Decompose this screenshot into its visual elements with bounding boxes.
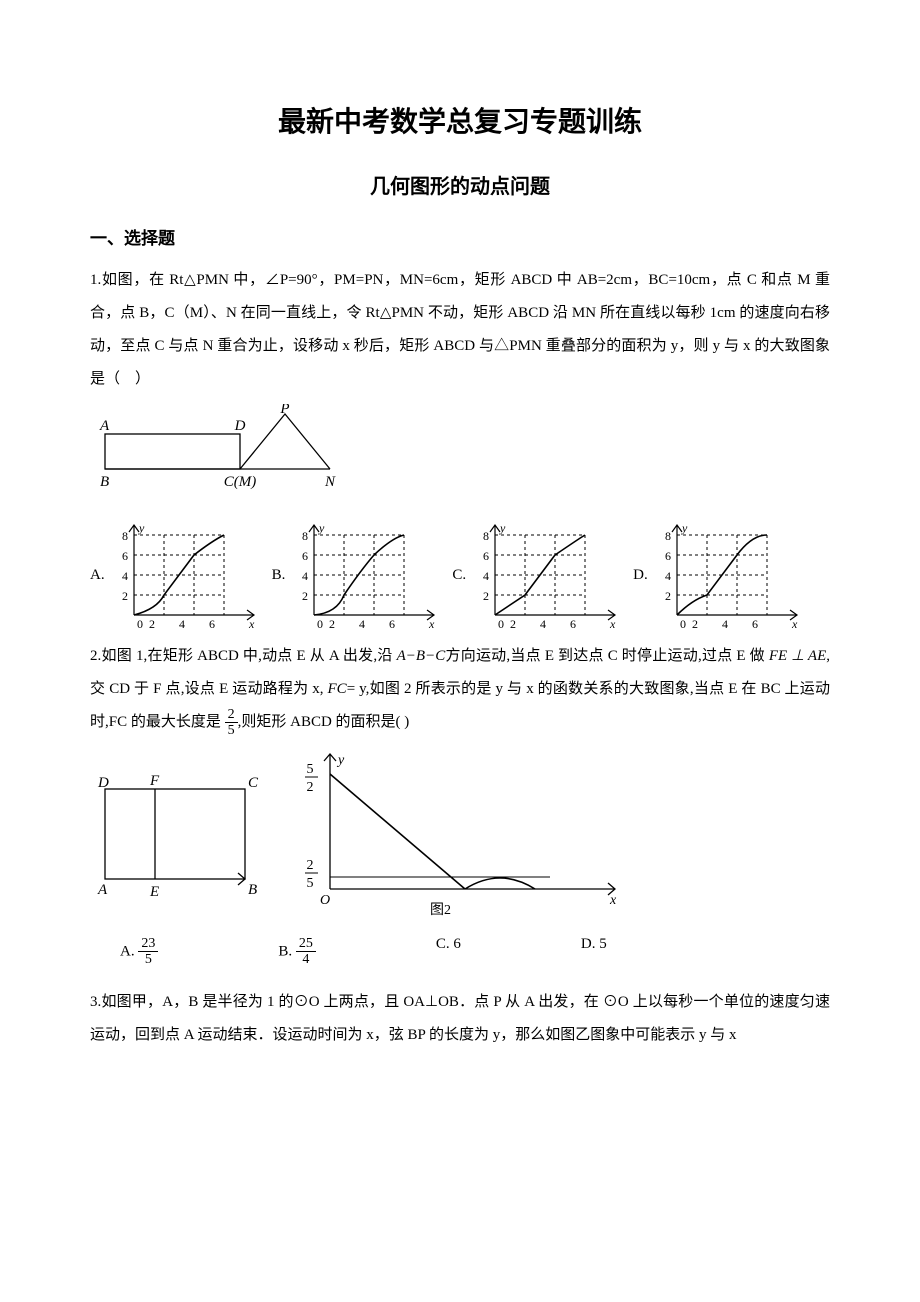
svg-text:x: x — [428, 617, 435, 630]
svg-text:6: 6 — [570, 617, 576, 630]
q1-graph-c: 0 2 4 6 2 4 6 8 y x — [470, 520, 625, 630]
svg-text:2: 2 — [302, 589, 308, 603]
svg-text:8: 8 — [483, 529, 489, 543]
svg-text:y: y — [138, 521, 145, 535]
svg-text:x: x — [248, 617, 255, 630]
svg-text:C: C — [248, 775, 259, 791]
svg-text:2: 2 — [692, 617, 698, 630]
q1-option-d[interactable]: D. 0 — [633, 520, 807, 630]
svg-text:A: A — [97, 882, 108, 898]
svg-text:5: 5 — [307, 762, 314, 777]
svg-text:8: 8 — [122, 529, 128, 543]
label-A: A — [99, 418, 110, 434]
page-title: 最新中考数学总复习专题训练 — [90, 100, 830, 140]
page-subtitle: 几何图形的动点问题 — [90, 170, 830, 199]
q1-opt-a-label: A. — [90, 567, 105, 584]
svg-text:D: D — [97, 775, 109, 791]
svg-text:y: y — [499, 521, 506, 535]
svg-text:2: 2 — [510, 617, 516, 630]
svg-text:4: 4 — [665, 569, 671, 583]
svg-text:4: 4 — [540, 617, 546, 630]
q1-option-b[interactable]: B. 0 — [272, 520, 445, 630]
q1-top-figure: A D P B C(M) N — [90, 404, 830, 514]
svg-text:F: F — [149, 773, 160, 789]
label-N: N — [324, 474, 336, 490]
svg-text:4: 4 — [179, 617, 185, 630]
svg-text:6: 6 — [302, 549, 308, 563]
svg-text:2: 2 — [665, 589, 671, 603]
q3-stem: 3.如图甲，A，B 是半径为 1 的⊙O 上两点，且 OA⊥OB．点 P 从 A… — [90, 986, 830, 1052]
q2-fig1: D F C A E B — [90, 769, 260, 924]
q1-options-row: A. 0 — [90, 520, 830, 630]
svg-text:6: 6 — [209, 617, 215, 630]
q2-options: A. 235 B. 254 C. 6 D. 5 — [120, 936, 830, 968]
svg-text:0: 0 — [680, 617, 686, 630]
svg-text:8: 8 — [665, 529, 671, 543]
svg-text:2: 2 — [122, 589, 128, 603]
svg-text:8: 8 — [302, 529, 308, 543]
q1-opt-c-label: C. — [452, 567, 466, 584]
svg-text:O: O — [320, 893, 330, 908]
svg-text:y: y — [681, 521, 688, 535]
label-D: D — [234, 418, 246, 434]
q1-stem: 1.如图，在 Rt△PMN 中，∠P=90°，PM=PN，MN=6cm，矩形 A… — [90, 264, 830, 396]
svg-text:4: 4 — [359, 617, 365, 630]
svg-text:E: E — [149, 884, 159, 900]
svg-text:y: y — [318, 521, 325, 535]
svg-text:6: 6 — [389, 617, 395, 630]
label-CM: C(M) — [224, 474, 257, 490]
svg-text:5: 5 — [307, 876, 314, 891]
q1-graph-b: 0 2 4 6 2 4 6 8 y x — [289, 520, 444, 630]
svg-text:4: 4 — [483, 569, 489, 583]
q1-option-c[interactable]: C. 0 — [452, 520, 625, 630]
q1-option-a[interactable]: A. 0 — [90, 520, 264, 630]
q2-fig2: 5 2 2 5 O y x 图2 — [290, 749, 630, 924]
q2-figures: D F C A E B — [90, 749, 830, 924]
svg-text:图2: 图2 — [430, 903, 451, 918]
svg-text:x: x — [609, 893, 617, 908]
svg-text:x: x — [609, 617, 616, 630]
svg-text:y: y — [336, 753, 345, 768]
section-heading: 一、选择题 — [90, 224, 830, 249]
q2-option-a[interactable]: A. 235 — [120, 936, 158, 968]
q2-option-c[interactable]: C. 6 — [436, 936, 461, 968]
svg-text:0: 0 — [137, 617, 143, 630]
svg-text:6: 6 — [122, 549, 128, 563]
svg-text:2: 2 — [307, 780, 314, 795]
svg-text:4: 4 — [722, 617, 728, 630]
svg-text:2: 2 — [483, 589, 489, 603]
svg-text:4: 4 — [122, 569, 128, 583]
q2-option-d[interactable]: D. 5 — [581, 936, 607, 968]
q1-opt-b-label: B. — [272, 567, 286, 584]
svg-text:0: 0 — [498, 617, 504, 630]
q1-graph-a: 0 2 4 6 2 4 6 8 y x — [109, 520, 264, 630]
svg-text:2: 2 — [149, 617, 155, 630]
svg-text:x: x — [791, 617, 798, 630]
svg-text:B: B — [248, 882, 257, 898]
svg-text:6: 6 — [483, 549, 489, 563]
q1-graph-d: 0 2 4 6 2 4 6 8 y x — [652, 520, 807, 630]
svg-text:2: 2 — [329, 617, 335, 630]
label-B: B — [100, 474, 109, 490]
svg-text:2: 2 — [307, 858, 314, 873]
svg-text:6: 6 — [752, 617, 758, 630]
q2-option-b[interactable]: B. 254 — [278, 936, 316, 968]
label-P: P — [279, 404, 289, 417]
svg-text:0: 0 — [317, 617, 323, 630]
q1-opt-d-label: D. — [633, 567, 648, 584]
q2-stem: 2.如图 1,在矩形 ABCD 中,动点 E 从 A 出发,沿 A−B−C方向运… — [90, 640, 830, 739]
svg-text:4: 4 — [302, 569, 308, 583]
svg-text:6: 6 — [665, 549, 671, 563]
